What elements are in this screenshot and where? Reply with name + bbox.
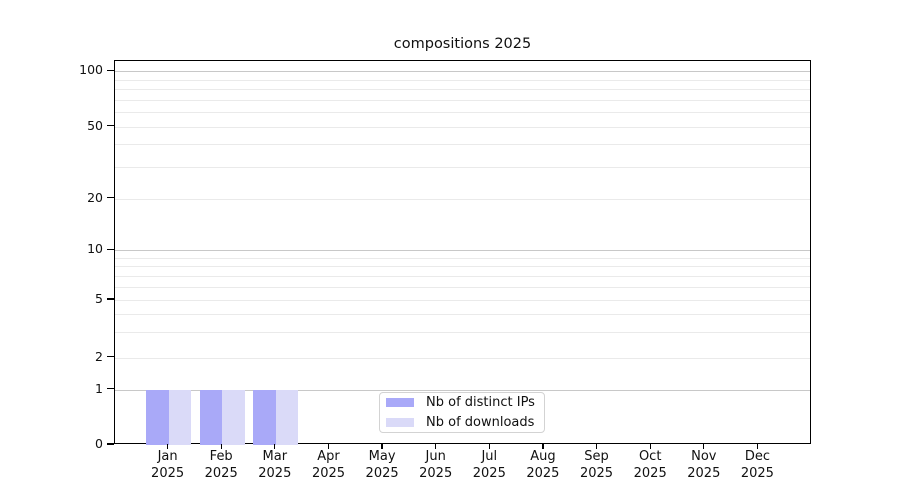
x-tick-year: 2025 — [687, 465, 721, 481]
legend-label-downloads: Nb of downloads — [426, 415, 535, 430]
x-tick-mark — [595, 444, 598, 449]
x-tick-month: Sep — [584, 449, 609, 464]
bar-distinct-ips — [199, 389, 223, 445]
y-tick-label: 10 — [87, 241, 103, 257]
y-gridline — [115, 300, 810, 301]
x-tick-month: Jan — [157, 449, 178, 464]
y-gridline — [115, 389, 810, 391]
x-tick-label-nov: Nov 2025 — [669, 449, 739, 482]
x-tick-label-may: May 2025 — [347, 449, 417, 482]
y-minor-gridline — [115, 286, 810, 288]
y-tick-label: 100 — [79, 62, 103, 78]
x-tick-mark — [435, 444, 437, 449]
y-tick-mark — [107, 355, 114, 358]
x-tick-month: Nov — [691, 449, 717, 464]
y-minor-gridline — [115, 89, 810, 91]
bar-distinct-ips — [253, 389, 276, 445]
y-tick-mark — [107, 298, 114, 300]
y-minor-gridline — [115, 257, 810, 259]
x-tick-mark — [274, 444, 276, 449]
bar-downloads — [275, 389, 299, 445]
x-tick-mark — [381, 444, 383, 449]
bar-downloads — [168, 389, 191, 445]
x-tick-year: 2025 — [633, 465, 667, 481]
x-tick-label-sep: Sep 2025 — [562, 449, 632, 482]
x-tick-month: Feb — [209, 449, 233, 464]
y-minor-gridline — [115, 332, 810, 334]
x-tick-month: Aug — [530, 449, 556, 464]
x-tick-label-jun: Jun 2025 — [401, 449, 471, 482]
y-tick-label: 0 — [95, 436, 103, 451]
x-tick-month: Dec — [744, 449, 770, 464]
y-gridline — [115, 250, 810, 252]
x-tick-year: 2025 — [151, 465, 185, 481]
bar-downloads — [222, 389, 245, 445]
y-gridline — [115, 357, 810, 359]
x-tick-year: 2025 — [472, 465, 506, 481]
x-tick-year: 2025 — [311, 465, 346, 481]
x-tick-year: 2025 — [258, 465, 292, 481]
x-tick-mark — [649, 444, 651, 449]
y-tick-mark — [107, 248, 114, 250]
x-tick-year: 2025 — [204, 465, 238, 481]
y-minor-gridline — [115, 79, 810, 81]
x-tick-label-jan: Jan 2025 — [133, 449, 203, 482]
x-tick-year: 2025 — [419, 465, 453, 481]
legend-entry-downloads: Nb of downloads — [386, 414, 544, 432]
y-tick-label: 50 — [87, 117, 103, 133]
plot-area — [114, 60, 811, 445]
y-minor-gridline — [115, 144, 810, 145]
x-tick-label-aug: Aug 2025 — [508, 449, 578, 482]
x-tick-label-apr: Apr 2025 — [294, 449, 364, 482]
x-tick-month: Oct — [638, 449, 662, 464]
y-tick-mark — [107, 69, 114, 72]
y-minor-gridline — [115, 314, 810, 315]
y-tick-mark — [107, 388, 114, 390]
x-tick-month: Apr — [317, 449, 340, 464]
y-minor-gridline — [115, 112, 810, 113]
y-tick-mark — [107, 124, 114, 127]
y-tick-label: 5 — [95, 291, 103, 306]
bar-distinct-ips — [146, 389, 169, 445]
x-tick-month: Mar — [262, 449, 288, 464]
y-gridline — [115, 126, 810, 128]
x-tick-mark — [220, 444, 222, 449]
y-minor-gridline — [115, 166, 810, 168]
x-tick-year: 2025 — [579, 465, 614, 481]
legend: Nb of distinct IPs Nb of downloads — [379, 392, 545, 433]
y-gridline — [115, 71, 810, 73]
x-tick-mark — [703, 444, 705, 449]
y-tick-mark — [107, 196, 114, 199]
y-tick-label: 20 — [87, 189, 103, 205]
x-tick-label-mar: Mar 2025 — [240, 449, 310, 482]
chart-title: compositions 2025 — [393, 36, 532, 52]
x-tick-mark — [756, 444, 759, 449]
legend-entry-distinct-ips: Nb of distinct IPs — [386, 394, 544, 412]
y-minor-gridline — [115, 99, 810, 101]
y-tick-mark — [107, 443, 114, 445]
x-tick-year: 2025 — [740, 465, 774, 481]
legend-swatch-downloads-icon — [386, 418, 414, 427]
x-tick-label-oct: Oct 2025 — [615, 449, 685, 482]
x-tick-label-feb: Feb 2025 — [186, 449, 256, 482]
x-tick-label-dec: Dec 2025 — [722, 449, 792, 482]
x-tick-month: Jun — [425, 449, 446, 464]
x-tick-year: 2025 — [526, 465, 560, 481]
x-tick-mark — [542, 444, 544, 449]
y-gridline — [115, 198, 810, 200]
x-tick-mark — [488, 444, 490, 449]
x-tick-mark — [166, 444, 169, 449]
y-minor-gridline — [115, 266, 810, 268]
x-tick-year: 2025 — [365, 465, 399, 481]
x-tick-mark — [327, 444, 330, 449]
y-tick-label: 2 — [95, 348, 103, 364]
x-tick-label-jul: Jul 2025 — [454, 449, 524, 482]
y-minor-gridline — [115, 275, 810, 277]
y-tick-label: 1 — [95, 380, 103, 396]
legend-swatch-distinct-ips-icon — [386, 398, 414, 407]
x-tick-month: Jul — [481, 449, 498, 464]
x-tick-month: May — [368, 449, 396, 464]
legend-label-distinct-ips: Nb of distinct IPs — [426, 395, 535, 410]
